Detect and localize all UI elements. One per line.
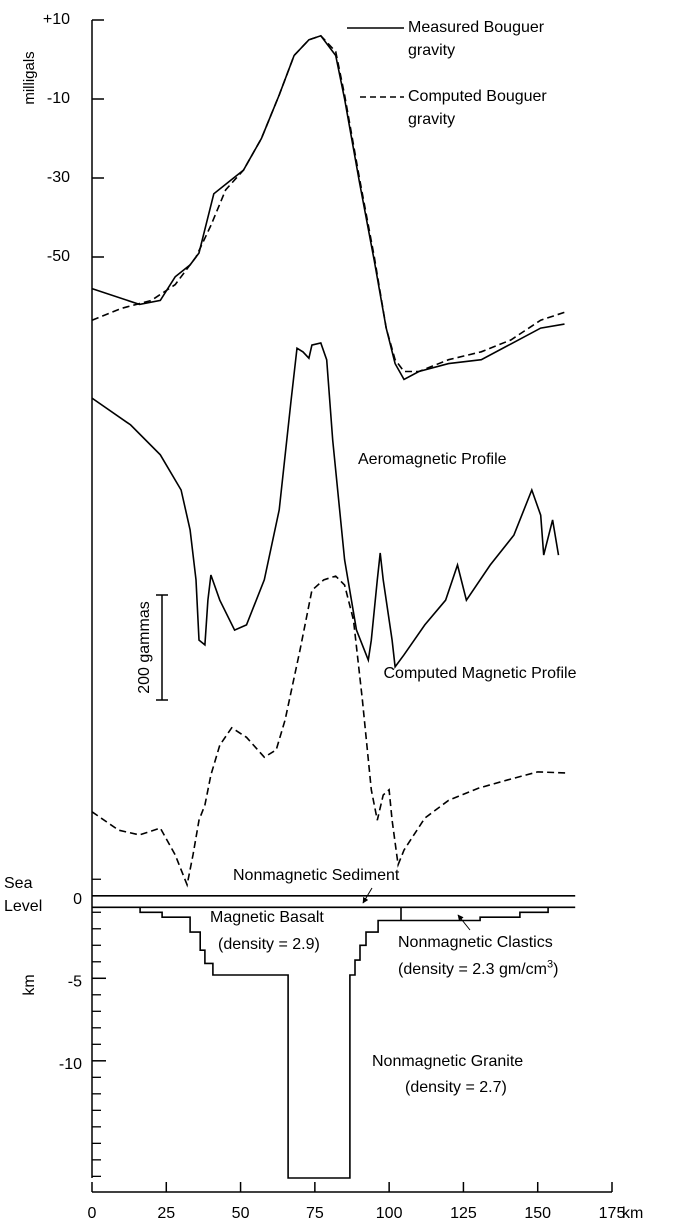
sea-level-label: Sea Level xyxy=(4,875,43,915)
y-tick-label: -30 xyxy=(47,169,70,186)
y-tick-label: -5 xyxy=(68,974,82,991)
unit-label: (density = 2.3 gm/cm3) xyxy=(398,958,558,981)
unit-label: Magnetic Basalt xyxy=(210,909,324,926)
x-tick-label: 75 xyxy=(306,1205,324,1222)
unit-label-part: ) xyxy=(553,961,559,978)
x-tick-label: 25 xyxy=(157,1205,175,1222)
unit-label: Nonmagnetic Granite xyxy=(372,1053,524,1070)
x-tick-label: 50 xyxy=(232,1205,250,1222)
x-tick-label: 150 xyxy=(524,1205,551,1222)
magnetic-line xyxy=(91,575,568,888)
arrow xyxy=(457,914,471,931)
boundary-line xyxy=(139,907,549,1179)
unit-label-part: (density = 2.3 gm/cm xyxy=(398,961,547,978)
legend-label: Computed Bouguer gravity xyxy=(408,88,547,128)
gravity-line xyxy=(91,34,565,373)
y-tick-label: -50 xyxy=(47,248,70,265)
y-tick-label: 0 xyxy=(73,891,82,908)
x-axis-label: km xyxy=(622,1205,643,1222)
magnetic-line xyxy=(91,342,560,670)
unit-label-part: 3 xyxy=(546,958,554,971)
x-tick-label: 100 xyxy=(376,1205,403,1222)
y-axis-label: km xyxy=(21,974,38,995)
unit-label: Nonmagnetic Sediment xyxy=(233,867,400,884)
y-tick-label: -10 xyxy=(47,90,70,107)
y-tick-label: +10 xyxy=(43,11,70,28)
y-axis-label: milligals xyxy=(21,51,38,104)
series-label: Aeromagnetic Profile xyxy=(358,451,507,468)
unit-label: Nonmagnetic Clastics xyxy=(398,934,553,951)
scale-label: 200 gammas xyxy=(136,601,153,694)
x-tick-label: 175 xyxy=(599,1205,626,1222)
y-tick-label: -10 xyxy=(59,1056,82,1073)
x-tick-label: 0 xyxy=(88,1205,97,1222)
legend-label: Measured Bouguer gravity xyxy=(408,19,545,59)
unit-label: (density = 2.7) xyxy=(405,1079,507,1096)
series-label: Computed Magnetic Profile xyxy=(383,665,577,682)
x-tick-label: 125 xyxy=(450,1205,477,1222)
unit-label: (density = 2.9) xyxy=(218,936,320,953)
